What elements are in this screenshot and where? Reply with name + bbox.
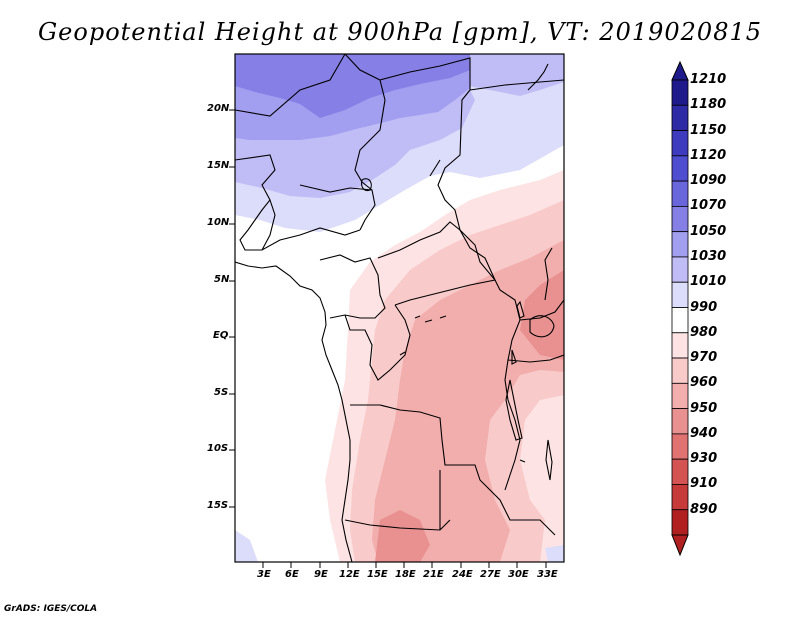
colorbar-label: 1090 [690,173,727,189]
colorbar-swatch [671,79,689,106]
x-tick-18e: 18E [395,569,416,580]
colorbar-label: 950 [690,400,718,416]
colorbar-label: 1180 [690,97,727,113]
colorbar-label: 940 [690,425,718,441]
contour-960-s [375,510,430,562]
colorbar-label: 960 [690,375,718,391]
lake-malawi [545,439,553,481]
x-tick-24e: 24E [452,569,473,580]
x-tick-3e: 3E [257,569,271,580]
coast-north-east [527,63,549,91]
colorbar-label: 1010 [690,274,727,290]
x-tick-15e: 15E [367,569,388,580]
colorbar-swatch [671,382,689,410]
colorbar-swatch [671,433,689,460]
x-tick-30e: 30E [508,569,529,580]
contour-960 [520,270,564,360]
y-tick-5n: 5N [214,274,230,285]
colorbar-swatch [671,357,689,384]
colorbar-swatch [671,458,689,485]
lake-kivu [511,349,517,365]
lake-tanganyika [505,379,523,441]
colorbar-bottom-arrow [671,534,689,557]
lake-victoria [529,315,555,338]
x-tick-27e: 27E [480,569,501,580]
colorbar-swatch [671,130,689,157]
border-west-africa [235,154,373,251]
y-tick-5s: 5S [214,387,229,398]
lake-albert [516,300,525,319]
borders [235,54,564,562]
colorbar-label: 980 [690,324,718,340]
colorbar-top-arrow [671,60,689,81]
colorbar-label: 1120 [690,147,727,163]
x-tick-12e: 12E [339,569,360,580]
contour-1030-ne [470,54,564,96]
colorbar-swatch [671,155,689,182]
colorbar-swatch [671,231,689,258]
colorbar-swatch [671,408,689,435]
border-car-drc [377,221,497,306]
colorbar-label: 990 [690,299,718,315]
colorbar-label: 1050 [690,223,727,239]
contour-970 [372,240,564,562]
colorbar-label: 890 [690,501,718,517]
colorbar-swatch [671,256,689,283]
colorbar-swatch [671,484,689,511]
colorbar-swatch [671,281,689,308]
colorbar-label: 1070 [690,198,727,214]
colorbar-label: 1150 [690,122,727,138]
colorbar [671,60,689,557]
colorbar-swatch [671,307,689,334]
border-congo-drc [344,304,411,381]
lake-chad [361,178,372,192]
colorbar-swatch [671,332,689,359]
border-east-misc [429,79,564,301]
footer-credit: GrADS: IGES/COLA [4,604,98,614]
border-nigeria-cameroon [319,254,386,319]
contour-1010-se [545,545,564,562]
colorbar-swatch [671,104,689,131]
y-tick-10s: 10S [207,443,229,454]
y-tick-10n: 10N [207,217,230,228]
river-congo [399,315,526,463]
height-field [235,54,564,562]
colorbar-label: 1210 [690,72,727,87]
colorbar-swatch [671,180,689,207]
coastline-west [235,261,353,562]
y-tick-eq: EQ [213,330,229,341]
x-tick-33e: 33E [537,569,558,580]
y-tick-15s: 15S [207,500,229,511]
border-north [235,54,386,231]
y-tick-15n: 15N [207,160,230,171]
contour-1070 [235,54,470,118]
colorbar-label: 1030 [690,248,727,264]
axis-ticks [229,109,547,568]
y-tick-20n: 20N [207,103,230,114]
contour-1010-sw [235,530,258,562]
x-tick-21e: 21E [423,569,444,580]
map-frame [234,53,565,563]
colorbar-label: 910 [690,476,718,492]
colorbar-swatch [671,205,689,233]
map-title: Geopotential Height at 900hPa [gpm], VT:… [38,18,762,46]
border-angola [344,404,556,536]
colorbar-label: 970 [690,350,718,366]
colorbar-swatch [671,509,689,536]
x-tick-6e: 6E [285,569,299,580]
colorbar-label: 930 [690,451,718,467]
x-tick-9e: 9E [314,569,328,580]
